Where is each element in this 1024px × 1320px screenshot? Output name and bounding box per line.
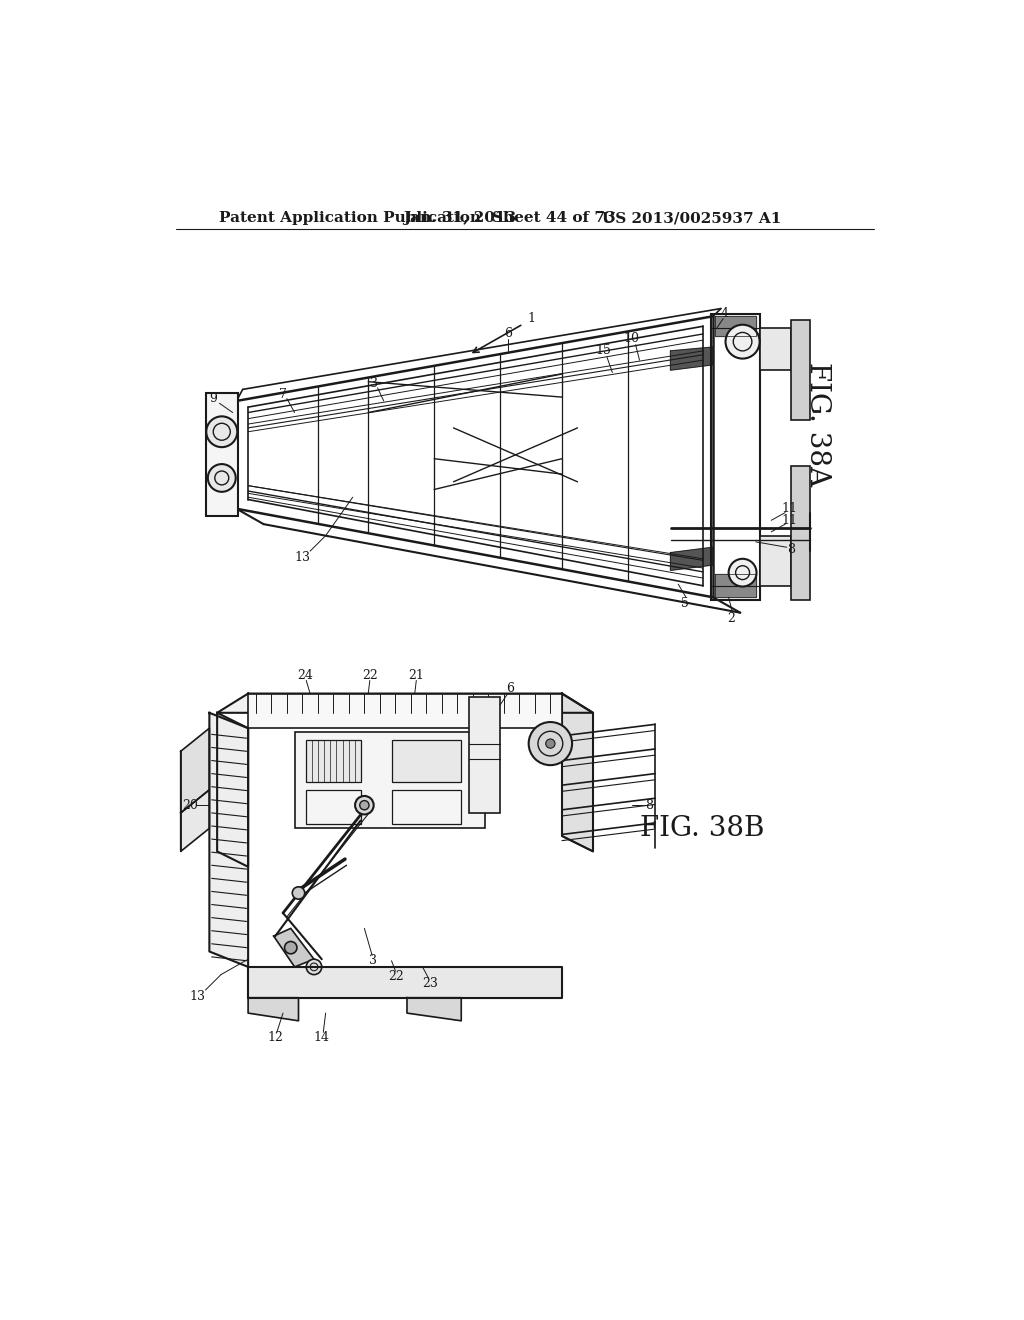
Text: US 2013/0025937 A1: US 2013/0025937 A1	[602, 211, 781, 226]
Text: 14: 14	[313, 1031, 330, 1044]
Polygon shape	[716, 317, 756, 335]
Text: 13: 13	[294, 550, 310, 564]
Text: 9: 9	[209, 392, 217, 405]
Text: 22: 22	[361, 668, 378, 681]
Text: 11: 11	[782, 502, 798, 515]
Text: 3: 3	[369, 954, 377, 968]
Text: 7: 7	[280, 388, 287, 400]
Text: 20: 20	[182, 799, 198, 812]
Bar	[391, 789, 461, 825]
Polygon shape	[217, 693, 593, 713]
Bar	[306, 739, 360, 781]
Polygon shape	[209, 713, 248, 966]
Polygon shape	[671, 548, 713, 570]
Bar	[791, 466, 810, 599]
Text: Sheet 44 of 73: Sheet 44 of 73	[493, 211, 615, 226]
Text: FIG. 38A: FIG. 38A	[804, 362, 831, 486]
Text: FIG. 38B: FIG. 38B	[640, 814, 764, 842]
Bar	[791, 321, 810, 420]
Text: 5: 5	[681, 597, 688, 610]
Polygon shape	[716, 574, 756, 598]
Text: 8: 8	[645, 799, 653, 812]
Bar	[295, 733, 484, 829]
Circle shape	[306, 960, 322, 974]
Bar	[469, 697, 500, 813]
Text: 15: 15	[596, 345, 611, 358]
Polygon shape	[562, 693, 593, 851]
Text: 24: 24	[297, 669, 312, 682]
Circle shape	[528, 722, 572, 766]
Polygon shape	[248, 998, 299, 1020]
Circle shape	[729, 558, 757, 586]
Text: 1: 1	[527, 312, 535, 325]
Circle shape	[285, 941, 297, 954]
Text: Jan. 31, 2013: Jan. 31, 2013	[403, 211, 516, 226]
Text: 8: 8	[786, 543, 795, 556]
Bar	[760, 327, 791, 370]
Circle shape	[546, 739, 555, 748]
Polygon shape	[273, 928, 314, 966]
Bar	[206, 393, 238, 516]
Polygon shape	[217, 713, 248, 867]
Circle shape	[355, 796, 374, 814]
Bar	[711, 314, 760, 599]
Text: Patent Application Publication: Patent Application Publication	[219, 211, 481, 226]
Text: 13: 13	[189, 990, 206, 1003]
Text: 2: 2	[727, 612, 735, 626]
Bar	[306, 789, 360, 825]
Text: 6: 6	[506, 681, 514, 694]
Circle shape	[359, 800, 369, 810]
Text: 11: 11	[782, 513, 798, 527]
Text: 22: 22	[388, 970, 404, 982]
Text: 21: 21	[409, 668, 424, 681]
Polygon shape	[180, 729, 209, 813]
Bar	[391, 739, 461, 781]
Text: 23: 23	[422, 977, 438, 990]
Bar	[760, 536, 791, 586]
Text: 6: 6	[504, 327, 512, 341]
Circle shape	[206, 416, 238, 447]
Polygon shape	[407, 998, 461, 1020]
Circle shape	[726, 325, 760, 359]
Circle shape	[292, 887, 305, 899]
Polygon shape	[248, 966, 562, 998]
Text: 12: 12	[267, 1031, 284, 1044]
Polygon shape	[180, 789, 209, 851]
Text: 10: 10	[624, 333, 640, 345]
Circle shape	[208, 465, 236, 492]
Bar	[248, 693, 562, 729]
Polygon shape	[671, 347, 713, 370]
Text: 3: 3	[371, 376, 379, 389]
Text: 4: 4	[721, 308, 729, 321]
